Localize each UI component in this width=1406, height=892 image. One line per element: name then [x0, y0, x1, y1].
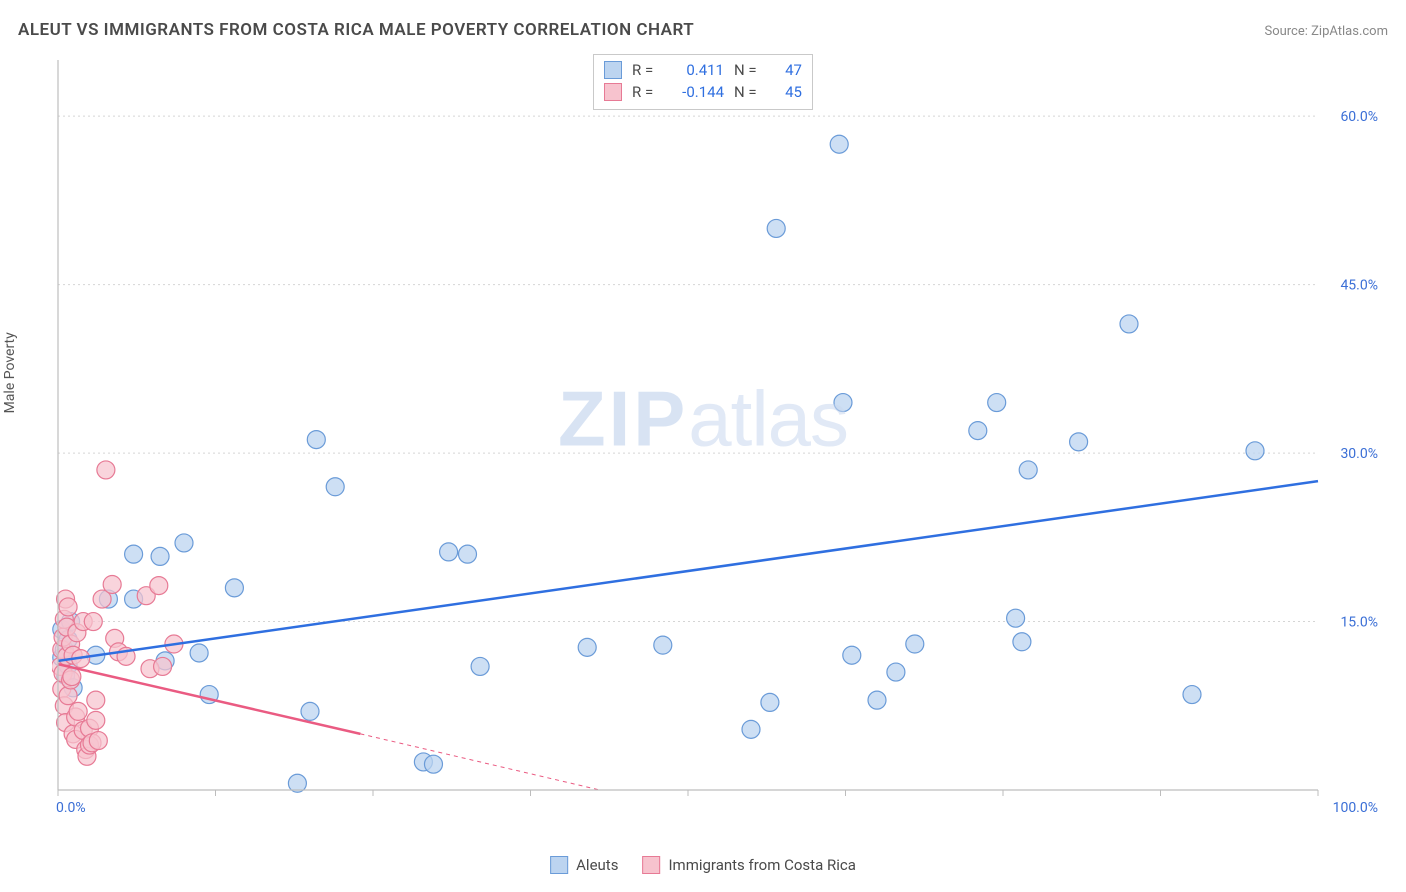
svg-text:30.0%: 30.0% — [1340, 446, 1378, 462]
svg-text:60.0%: 60.0% — [1340, 109, 1378, 125]
chart-area: 15.0% 30.0% 45.0% 60.0% 0.0% 100.0% — [52, 50, 1388, 820]
r-label: R = — [632, 81, 662, 103]
svg-text:15.0%: 15.0% — [1340, 615, 1378, 631]
r-value-pink: -0.144 — [672, 81, 724, 103]
y-axis-label: Male Poverty — [2, 332, 18, 413]
swatch-pink — [604, 83, 622, 101]
swatch-blue — [604, 61, 622, 79]
svg-text:0.0%: 0.0% — [56, 800, 86, 816]
source-attribution: Source: ZipAtlas.com — [1264, 24, 1388, 39]
n-label: N = — [734, 59, 764, 81]
n-value-blue: 47 — [774, 59, 802, 81]
legend-row-blue: R = 0.411 N = 47 — [604, 59, 802, 81]
legend-label: Immigrants from Costa Rica — [668, 856, 855, 874]
swatch-pink — [642, 856, 660, 874]
legend-item-aleuts: Aleuts — [550, 856, 618, 874]
svg-text:45.0%: 45.0% — [1340, 278, 1378, 294]
legend-row-pink: R = -0.144 N = 45 — [604, 81, 802, 103]
svg-text:100.0%: 100.0% — [1333, 800, 1378, 816]
source-prefix: Source: — [1264, 24, 1311, 39]
legend-item-costa-rica: Immigrants from Costa Rica — [642, 856, 855, 874]
legend-label: Aleuts — [576, 856, 618, 874]
swatch-blue — [550, 856, 568, 874]
source-link[interactable]: ZipAtlas.com — [1311, 24, 1388, 39]
chart-title: ALEUT VS IMMIGRANTS FROM COSTA RICA MALE… — [18, 20, 694, 40]
r-value-blue: 0.411 — [672, 59, 724, 81]
scatter-chart: 15.0% 30.0% 45.0% 60.0% 0.0% 100.0% — [52, 50, 1388, 820]
n-label: N = — [734, 81, 764, 103]
series-legend: Aleuts Immigrants from Costa Rica — [550, 856, 856, 874]
n-value-pink: 45 — [774, 81, 802, 103]
r-label: R = — [632, 59, 662, 81]
correlation-legend: R = 0.411 N = 47 R = -0.144 N = 45 — [593, 54, 813, 110]
